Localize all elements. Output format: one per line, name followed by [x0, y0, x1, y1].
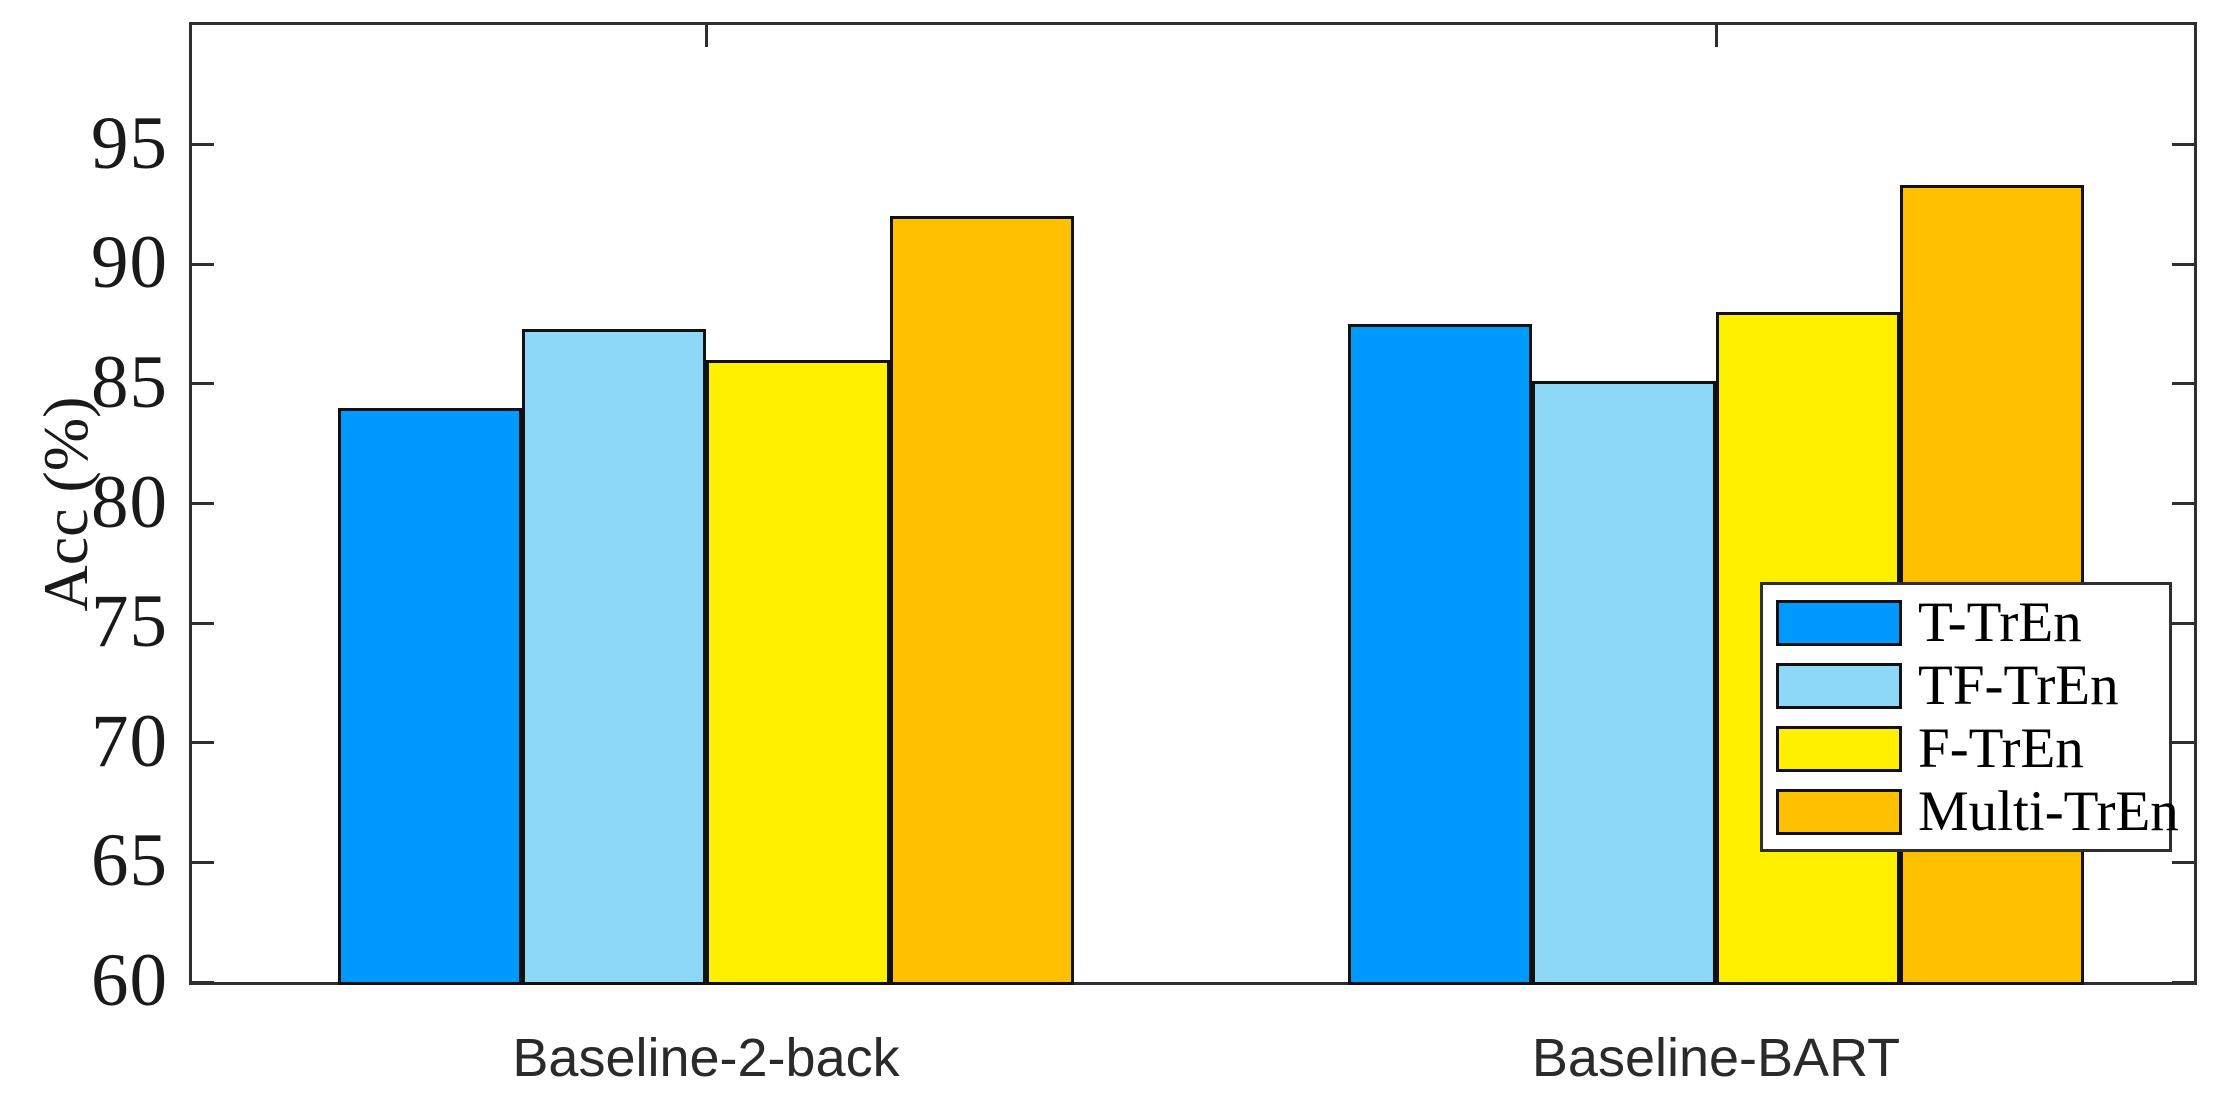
legend-label: Multi-TrEn [1918, 780, 2179, 843]
y-tick-right [2172, 262, 2194, 266]
y-tick-left [192, 860, 214, 864]
y-tick-right [2172, 980, 2194, 984]
y-tick-label: 75 [91, 580, 168, 664]
y-tick-right [2172, 143, 2194, 147]
bar-t-tren-group1 [338, 407, 522, 985]
bar-t-tren-group2 [1348, 324, 1532, 985]
legend-label: F-TrEn [1918, 717, 2084, 780]
y-tick-label: 65 [91, 819, 168, 903]
x-category-label: Baseline-BART [1531, 1028, 1901, 1088]
y-tick-left [192, 382, 214, 386]
y-tick-label: 70 [91, 699, 168, 783]
legend-row: Multi-TrEn [1763, 783, 2179, 841]
y-tick-label: 60 [91, 939, 168, 1022]
y-tick-label: 85 [91, 340, 168, 424]
legend-row: F-TrEn [1763, 720, 2169, 778]
legend-row: TF-TrEn [1763, 657, 2169, 715]
x-tick-top [1714, 25, 1718, 47]
bar-tf-tren-group2 [1532, 381, 1716, 985]
y-tick-right [2172, 382, 2194, 386]
y-tick-label: 90 [91, 221, 168, 305]
bar-multi-tren-group1 [890, 216, 1074, 985]
y-tick-left [192, 621, 214, 625]
y-tick-left [192, 741, 214, 745]
y-tick-left [192, 143, 214, 147]
x-tick-top [704, 25, 708, 47]
bar-tf-tren-group1 [522, 328, 706, 985]
legend-label: T-TrEn [1918, 591, 2082, 654]
y-tick-left [192, 980, 214, 984]
y-tick-label: 95 [91, 101, 168, 185]
x-category-label: Baseline-2-back [512, 1028, 900, 1088]
y-tick-label: 80 [91, 460, 168, 544]
y-tick-right [2172, 860, 2194, 864]
legend-row: T-TrEn [1763, 594, 2169, 652]
y-tick-left [192, 502, 214, 505]
y-tick-right [2172, 502, 2194, 505]
legend-label: TF-TrEn [1918, 654, 2119, 717]
y-tick-right [2172, 741, 2194, 745]
legend-swatch-t-tren [1776, 599, 1902, 646]
legend: T-TrEn TF-TrEn F-TrEn Multi-TrEn [1760, 582, 2179, 852]
legend-swatch-f-tren [1776, 725, 1902, 772]
y-tick-left [192, 262, 214, 266]
bar-f-tren-group1 [706, 359, 890, 985]
legend-swatch-tf-tren [1776, 662, 1902, 709]
legend-swatch-multi-tren [1776, 788, 1902, 835]
y-tick-right [2172, 621, 2194, 625]
